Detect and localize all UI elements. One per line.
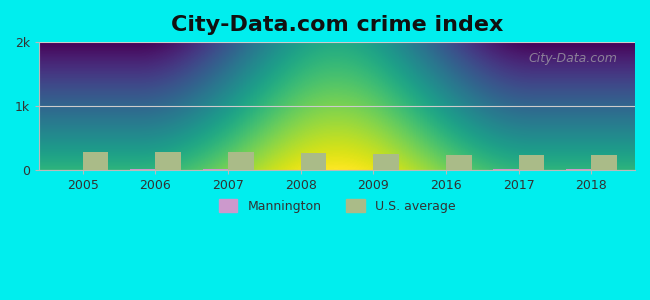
Bar [301,153,326,170]
Bar [566,169,592,170]
Bar [228,152,254,170]
Bar [57,169,83,170]
Text: City-Data.com: City-Data.com [528,52,617,65]
Bar [130,169,155,170]
Legend: Mannington, U.S. average: Mannington, U.S. average [213,194,461,218]
Bar [493,169,519,170]
Bar [592,154,617,170]
Bar [373,154,399,170]
Title: City-Data.com crime index: City-Data.com crime index [171,15,503,35]
Bar [155,152,181,170]
Bar [519,155,544,170]
Bar [83,152,108,170]
Bar [203,169,228,170]
Bar [446,155,471,170]
